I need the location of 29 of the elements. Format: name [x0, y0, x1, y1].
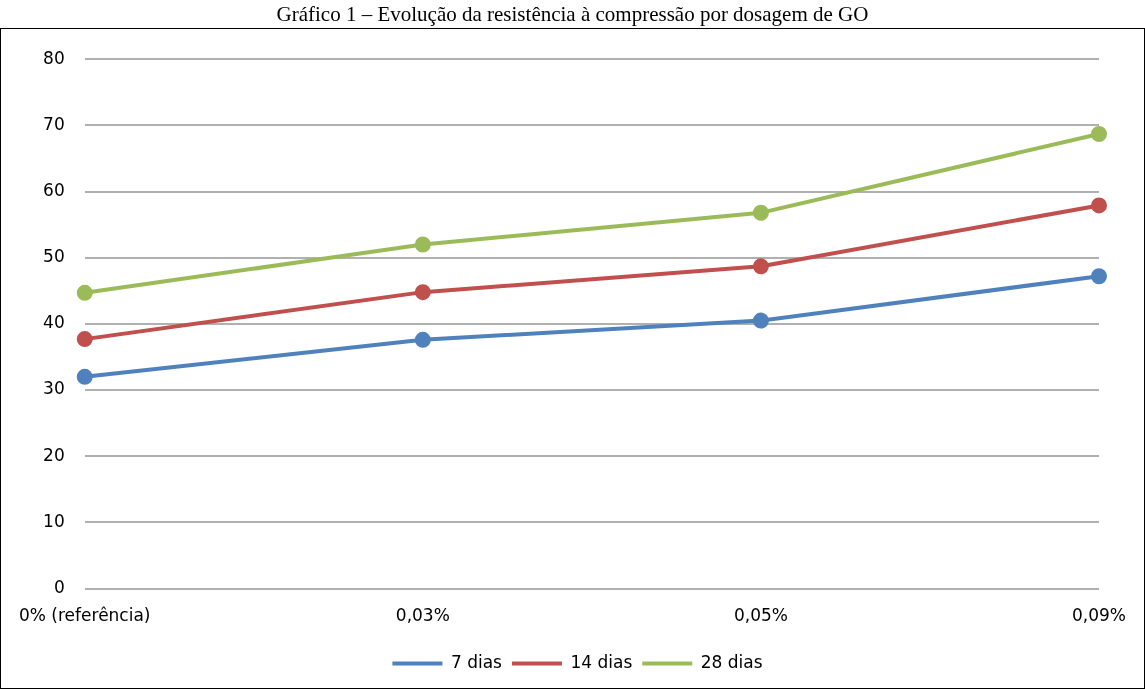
point: [752, 258, 769, 275]
y-tick-label: 0: [53, 577, 65, 598]
legend-label: 7 dias: [450, 651, 503, 672]
y-tick-label: 20: [43, 444, 65, 465]
x-tick-label: 0% (referência): [19, 605, 151, 626]
y-tick-label: 50: [43, 246, 65, 267]
point: [1091, 268, 1107, 285]
y-tick-label: 30: [43, 378, 65, 399]
y-tick-label: 60: [43, 179, 65, 200]
legend-label: 14 dias: [570, 651, 633, 672]
y-tick-label: 80: [43, 47, 65, 68]
point: [752, 204, 769, 221]
point: [76, 331, 93, 348]
point: [1091, 125, 1107, 142]
legend-label: 28 dias: [700, 651, 763, 672]
point: [752, 312, 769, 329]
x-tick-label: 0,09%: [1071, 605, 1127, 626]
point: [414, 284, 431, 301]
point: [1091, 197, 1107, 214]
x-tick-label: 0,05%: [733, 605, 788, 626]
point: [414, 236, 431, 253]
chart-title: Gráfico 1 – Evolução da resistência à compressão por dosagem de GO: [275, 1, 870, 28]
point: [76, 284, 93, 301]
y-tick-label: 10: [43, 510, 65, 531]
point: [414, 331, 431, 348]
y-tick-label: 40: [43, 312, 65, 333]
x-tick-label: 0,03%: [395, 605, 450, 626]
y-tick-label: 70: [43, 113, 65, 134]
point: [76, 368, 93, 385]
